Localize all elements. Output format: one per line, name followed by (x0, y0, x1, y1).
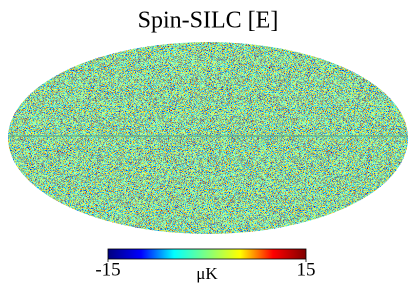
chart-title: Spin-SILC [E] (138, 8, 279, 34)
map-pixels (8, 42, 408, 234)
colorbar-label: μK (196, 264, 218, 283)
colorbar-tick-label: -15 (95, 259, 120, 280)
colorbar-tick-label: 15 (297, 259, 316, 280)
sky-map (8, 42, 408, 234)
colorbar (107, 248, 307, 260)
